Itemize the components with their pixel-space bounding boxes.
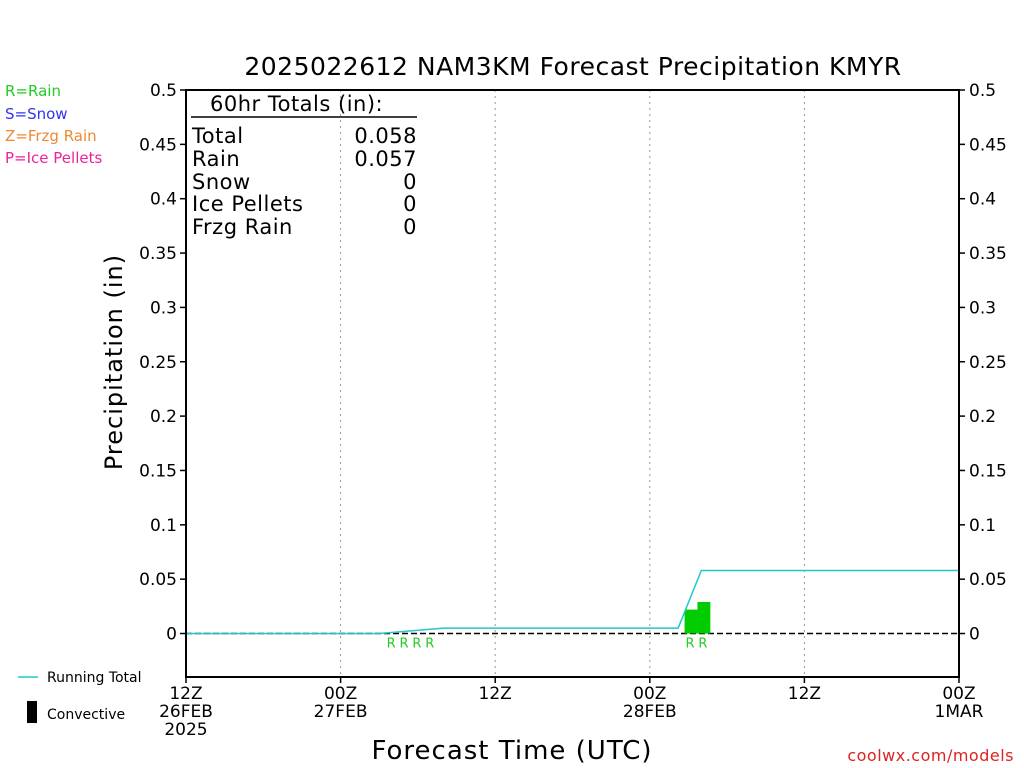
ptype-legend-snow: S=Snow [5, 105, 68, 123]
x-axis-label: Forecast Time (UTC) [371, 736, 652, 766]
x-tick-label: 12Z [169, 684, 202, 704]
totals-label-total: Total [191, 124, 244, 148]
x-tick-label: 2025 [164, 720, 207, 740]
running-total-legend-label: Running Total [47, 670, 142, 686]
ptype-legend-rain: R=Rain [5, 82, 61, 100]
series-legend: Running Total Convective [18, 670, 142, 723]
x-tick-label: 00Z [942, 684, 975, 704]
x-tick-label: 27FEB [314, 702, 368, 722]
y-tick-label-right: 0.35 [969, 244, 1007, 264]
y-tick-label-left: 0.1 [150, 516, 177, 536]
chart-title: 2025022612 NAM3KM Forecast Precipitation… [244, 52, 901, 81]
ptype-legend-frzg-rain: Z=Frzg Rain [5, 127, 97, 145]
totals-value-ice-pellets: 0 [403, 192, 417, 216]
y-tick-label-left: 0.15 [139, 461, 177, 481]
y-axis-right: 0 0.05 0.1 0.15 0.2 0.25 0.3 0.35 0.4 0.45 0.5 [959, 81, 1007, 645]
plot-frame [185, 89, 960, 678]
x-tick-label: 1MAR [935, 702, 984, 722]
y-tick-label-left: 0.25 [139, 353, 177, 373]
totals-box: 60hr Totals (in): Total 0.058 Rain 0.057… [191, 92, 417, 239]
totals-value-total: 0.058 [354, 124, 417, 148]
y-tick-label-left: 0.4 [150, 190, 177, 210]
convective-legend-label: Convective [47, 707, 125, 723]
y-tick-label-right: 0.15 [969, 461, 1007, 481]
y-tick-label-right: 0.3 [969, 298, 996, 318]
y-tick-label-left: 0 [166, 625, 177, 645]
ptype-marker-6: R [698, 637, 709, 652]
y-tick-label-right: 0.05 [969, 570, 1007, 590]
totals-label-ice-pellets: Ice Pellets [192, 192, 303, 216]
y-tick-label-left: 0.45 [139, 135, 177, 155]
convective-swatch [27, 701, 37, 723]
ptype-legend-ice-pellets: P=Ice Pellets [5, 149, 102, 167]
rain-bars [684, 601, 711, 634]
x-tick-label: 26FEB [159, 702, 213, 722]
x-tick-label: 12Z [788, 684, 821, 704]
grid-lines [340, 90, 805, 677]
totals-label-snow: Snow [192, 170, 251, 194]
y-tick-label-right: 0.1 [969, 516, 996, 536]
x-tick-label: 00Z [633, 684, 666, 704]
ptype-legend: R=Rain S=Snow Z=Frzg Rain P=Ice Pellets [5, 82, 102, 167]
totals-value-rain: 0.057 [354, 147, 417, 171]
totals-label-frzg-rain: Frzg Rain [192, 215, 293, 239]
x-tick-label: 28FEB [623, 702, 677, 722]
rain-bar-1 [684, 609, 698, 634]
ptype-marker-3: R [412, 637, 423, 652]
watermark: coolwx.com/models [847, 746, 1014, 765]
totals-heading: 60hr Totals (in): [210, 92, 383, 116]
ptype-marker-1: R [387, 637, 398, 652]
y-tick-label-right: 0.2 [969, 407, 996, 427]
running-total-line [186, 569, 959, 635]
ptype-marker-5: R [686, 637, 697, 652]
x-tick-label: 00Z [324, 684, 357, 704]
y-tick-label-left: 0.2 [150, 407, 177, 427]
y-axis-label: Precipitation (in) [100, 254, 128, 470]
totals-value-snow: 0 [403, 170, 417, 194]
totals-label-rain: Rain [192, 147, 240, 171]
ptype-marker-4: R [425, 637, 436, 652]
running-total-series [186, 569, 959, 635]
y-tick-label-right: 0.45 [969, 135, 1007, 155]
rain-bar-2 [697, 601, 711, 634]
y-tick-label-left: 0.05 [139, 570, 177, 590]
y-tick-label-left: 0.5 [150, 81, 177, 101]
y-tick-label-right: 0.4 [969, 190, 996, 210]
y-axis-left: 0 0.05 0.1 0.15 0.2 0.25 0.3 0.35 0.4 0.45 0.5 [139, 81, 186, 645]
totals-value-frzg-rain: 0 [403, 215, 417, 239]
y-tick-label-left: 0.3 [150, 298, 177, 318]
y-tick-label-right: 0.5 [969, 81, 996, 101]
ptype-marker-2: R [399, 637, 410, 652]
x-tick-label: 12Z [479, 684, 512, 704]
y-tick-label-left: 0.35 [139, 244, 177, 264]
y-tick-label-right: 0.25 [969, 353, 1007, 373]
y-tick-label-right: 0 [969, 625, 980, 645]
